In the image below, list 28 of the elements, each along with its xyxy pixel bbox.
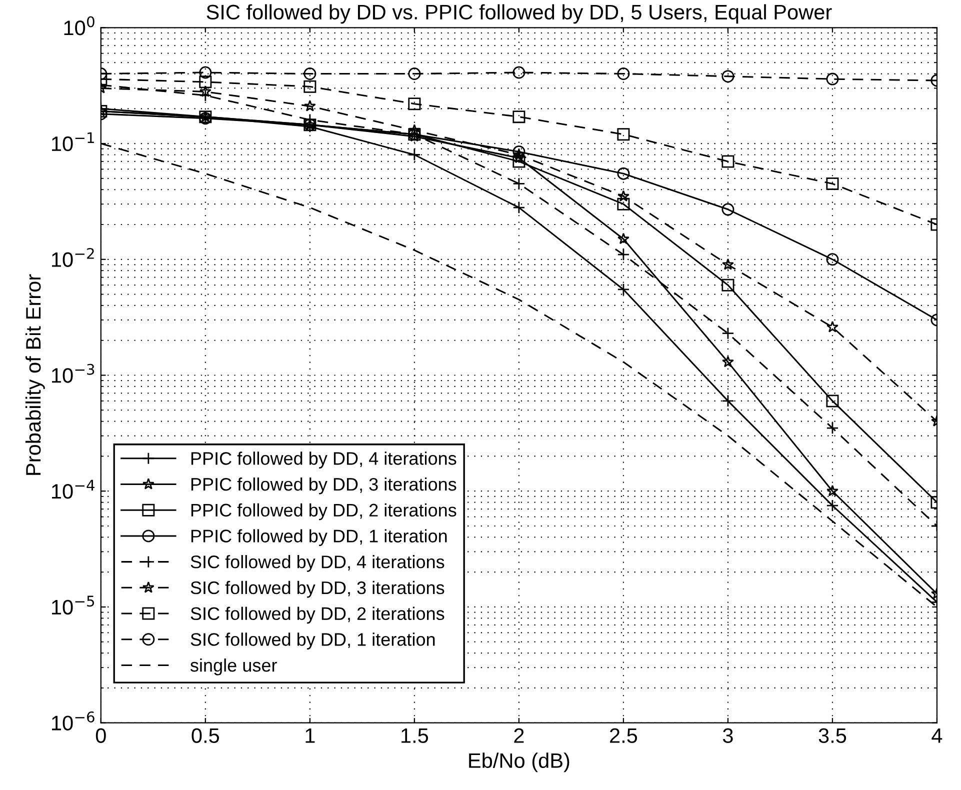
y-tick-label: 10$^{−1}$ bbox=[52, 132, 94, 152]
legend-label: single user bbox=[190, 658, 277, 676]
y-tick-label: 10$^{−4}$ bbox=[52, 480, 94, 499]
x-tick-label: 0 bbox=[96, 728, 106, 744]
x-tick-label: 3 bbox=[722, 728, 733, 744]
x-tick-label: 3.5 bbox=[818, 728, 846, 744]
legend-label: SIC followed by DD, 1 iteration bbox=[190, 632, 435, 650]
y-tick-label: 10$^{0}$ bbox=[64, 16, 94, 36]
y-tick-label: 10$^{−5}$ bbox=[52, 596, 94, 615]
legend-label: PPIC followed by DD, 2 iterations bbox=[191, 503, 456, 520]
y-tick-label: 10$^{−3}$ bbox=[52, 364, 94, 383]
x-tick-label: 4 bbox=[932, 728, 942, 743]
legend-label: SIC followed by DD, 2 iterations bbox=[190, 606, 444, 624]
chart-title: SIC followed by DD vs. PPIC followed by DD, 5 Users, Equal Power bbox=[206, 4, 832, 24]
x-tick-label: 2 bbox=[514, 728, 524, 743]
legend-label: PPIC followed by DD, 1 iteration bbox=[191, 529, 447, 546]
y-axis-title: Probability of Bit Error bbox=[25, 274, 45, 475]
x-axis-title: Eb/No (dB) bbox=[469, 752, 570, 772]
y-tick-label: 10$^{−6}$ bbox=[52, 711, 94, 730]
x-tick-label: 1 bbox=[306, 728, 315, 743]
legend-label: PPIC followed by DD, 4 iterations bbox=[191, 452, 456, 468]
legend-label: SIC followed by DD, 4 iterations bbox=[190, 555, 444, 572]
x-tick-label: 0.5 bbox=[192, 728, 220, 744]
legend-label: SIC followed by DD, 3 iterations bbox=[190, 580, 444, 598]
legend-label: PPIC followed by DD, 3 iterations bbox=[191, 477, 456, 494]
y-tick-label: 10$^{−2}$ bbox=[52, 248, 94, 267]
x-tick-label: 2.5 bbox=[610, 728, 638, 744]
x-tick-label: 1.5 bbox=[402, 728, 428, 744]
